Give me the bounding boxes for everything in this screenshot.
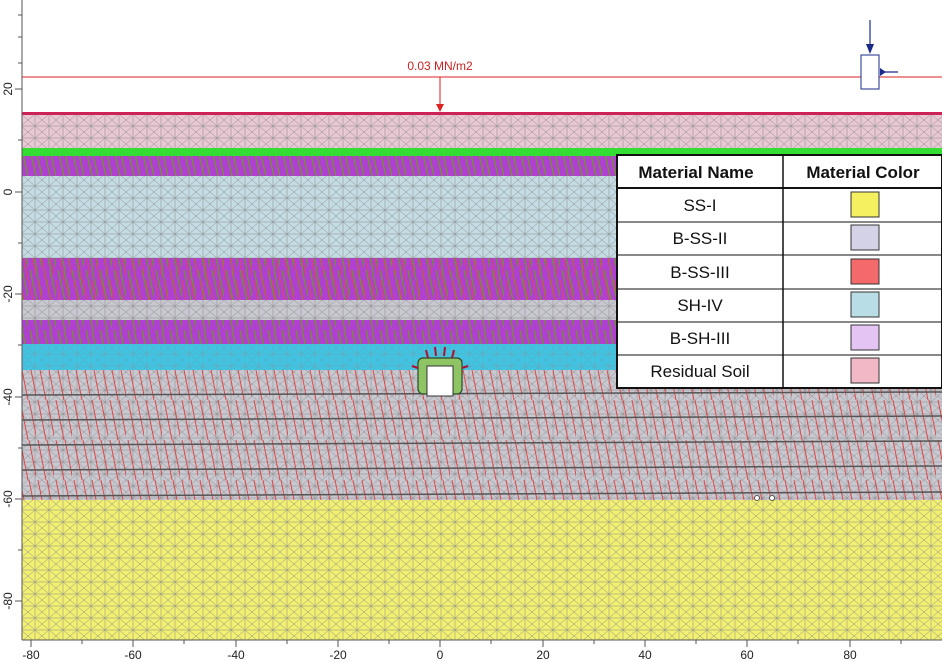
x-tick-label: 60: [740, 648, 754, 662]
legend-color-swatch: [850, 357, 880, 384]
legend-material-name: Residual Soil: [650, 362, 749, 381]
y-tick-label: -80: [1, 592, 15, 610]
y-tick-label: -40: [1, 388, 15, 406]
legend-color-swatch: [850, 191, 880, 218]
legend-color-swatch: [850, 324, 880, 351]
layer-grey-jointed-red: [22, 370, 942, 500]
rock-bolt: [451, 349, 455, 359]
bedding-line: [21, 491, 942, 497]
rock-bolt: [434, 346, 437, 357]
query-point[interactable]: [754, 495, 760, 501]
x-tick-label: -40: [227, 648, 245, 662]
x-tick-label: -60: [124, 648, 142, 662]
sky-region: [22, 0, 942, 112]
legend-color-swatch: [850, 224, 880, 251]
bedding-line: [21, 465, 942, 471]
legend-material-name: SS-I: [683, 196, 716, 215]
support-block: [860, 54, 880, 90]
legend-header-material-name: Material Name: [638, 163, 753, 182]
y-tick-label: -60: [1, 490, 15, 508]
support-arrow-vertical-head: [866, 44, 874, 54]
rock-bolt: [425, 349, 429, 359]
layer-green: [22, 148, 942, 156]
legend-material-name: B-SH-III: [670, 329, 730, 348]
x-tick-label: 0: [437, 648, 444, 662]
legend-color-swatch: [850, 291, 880, 318]
bedding-line: [21, 440, 942, 446]
load-label: 0.03 MN/m2: [407, 59, 473, 73]
x-axis-minor-ticks: [81, 640, 902, 644]
x-tick-label: -80: [22, 648, 40, 662]
layer-top-boundary: [22, 112, 942, 115]
bedding-line: [21, 415, 942, 421]
y-axis: 20 0 -20 -40 -60 -80: [0, 0, 23, 662]
x-tick-label: 40: [638, 648, 652, 662]
query-point[interactable]: [769, 495, 775, 501]
y-tick-label: -20: [1, 285, 15, 303]
bedding-line: [21, 391, 942, 396]
rock-bolt: [461, 365, 469, 369]
rock-bolt: [443, 346, 446, 357]
y-axis-minor-ticks: [18, 14, 22, 551]
material-legend[interactable]: Material Name Material Color SS-I B-SS-I…: [616, 154, 942, 389]
layer-residual-mesh: [22, 115, 942, 148]
bedding-lines: [21, 391, 942, 497]
y-axis-background: [0, 0, 22, 662]
tunnel[interactable]: [411, 346, 469, 397]
layer-sandstone-mesh: [22, 500, 942, 640]
rock-bolt: [411, 365, 419, 369]
legend-material-name: B-SS-III: [670, 263, 730, 282]
legend-header-material-color: Material Color: [806, 163, 920, 182]
x-tick-label: 80: [843, 648, 857, 662]
y-tick-label: 20: [1, 82, 15, 96]
tunnel-opening: [426, 365, 454, 397]
y-tick-label: 0: [1, 188, 15, 195]
x-tick-label: 20: [536, 648, 550, 662]
x-tick-label: -20: [329, 648, 347, 662]
legend-color-swatch: [850, 258, 880, 285]
x-axis: -80 -60 -40 -20 0 20 40 60 80: [0, 639, 942, 662]
legend-background: [616, 154, 942, 389]
legend-material-name: B-SS-II: [673, 229, 728, 248]
legend-material-name: SH-IV: [677, 296, 723, 315]
support-arrow-horizontal-head: [880, 68, 886, 76]
load-arrow-head: [436, 104, 444, 112]
